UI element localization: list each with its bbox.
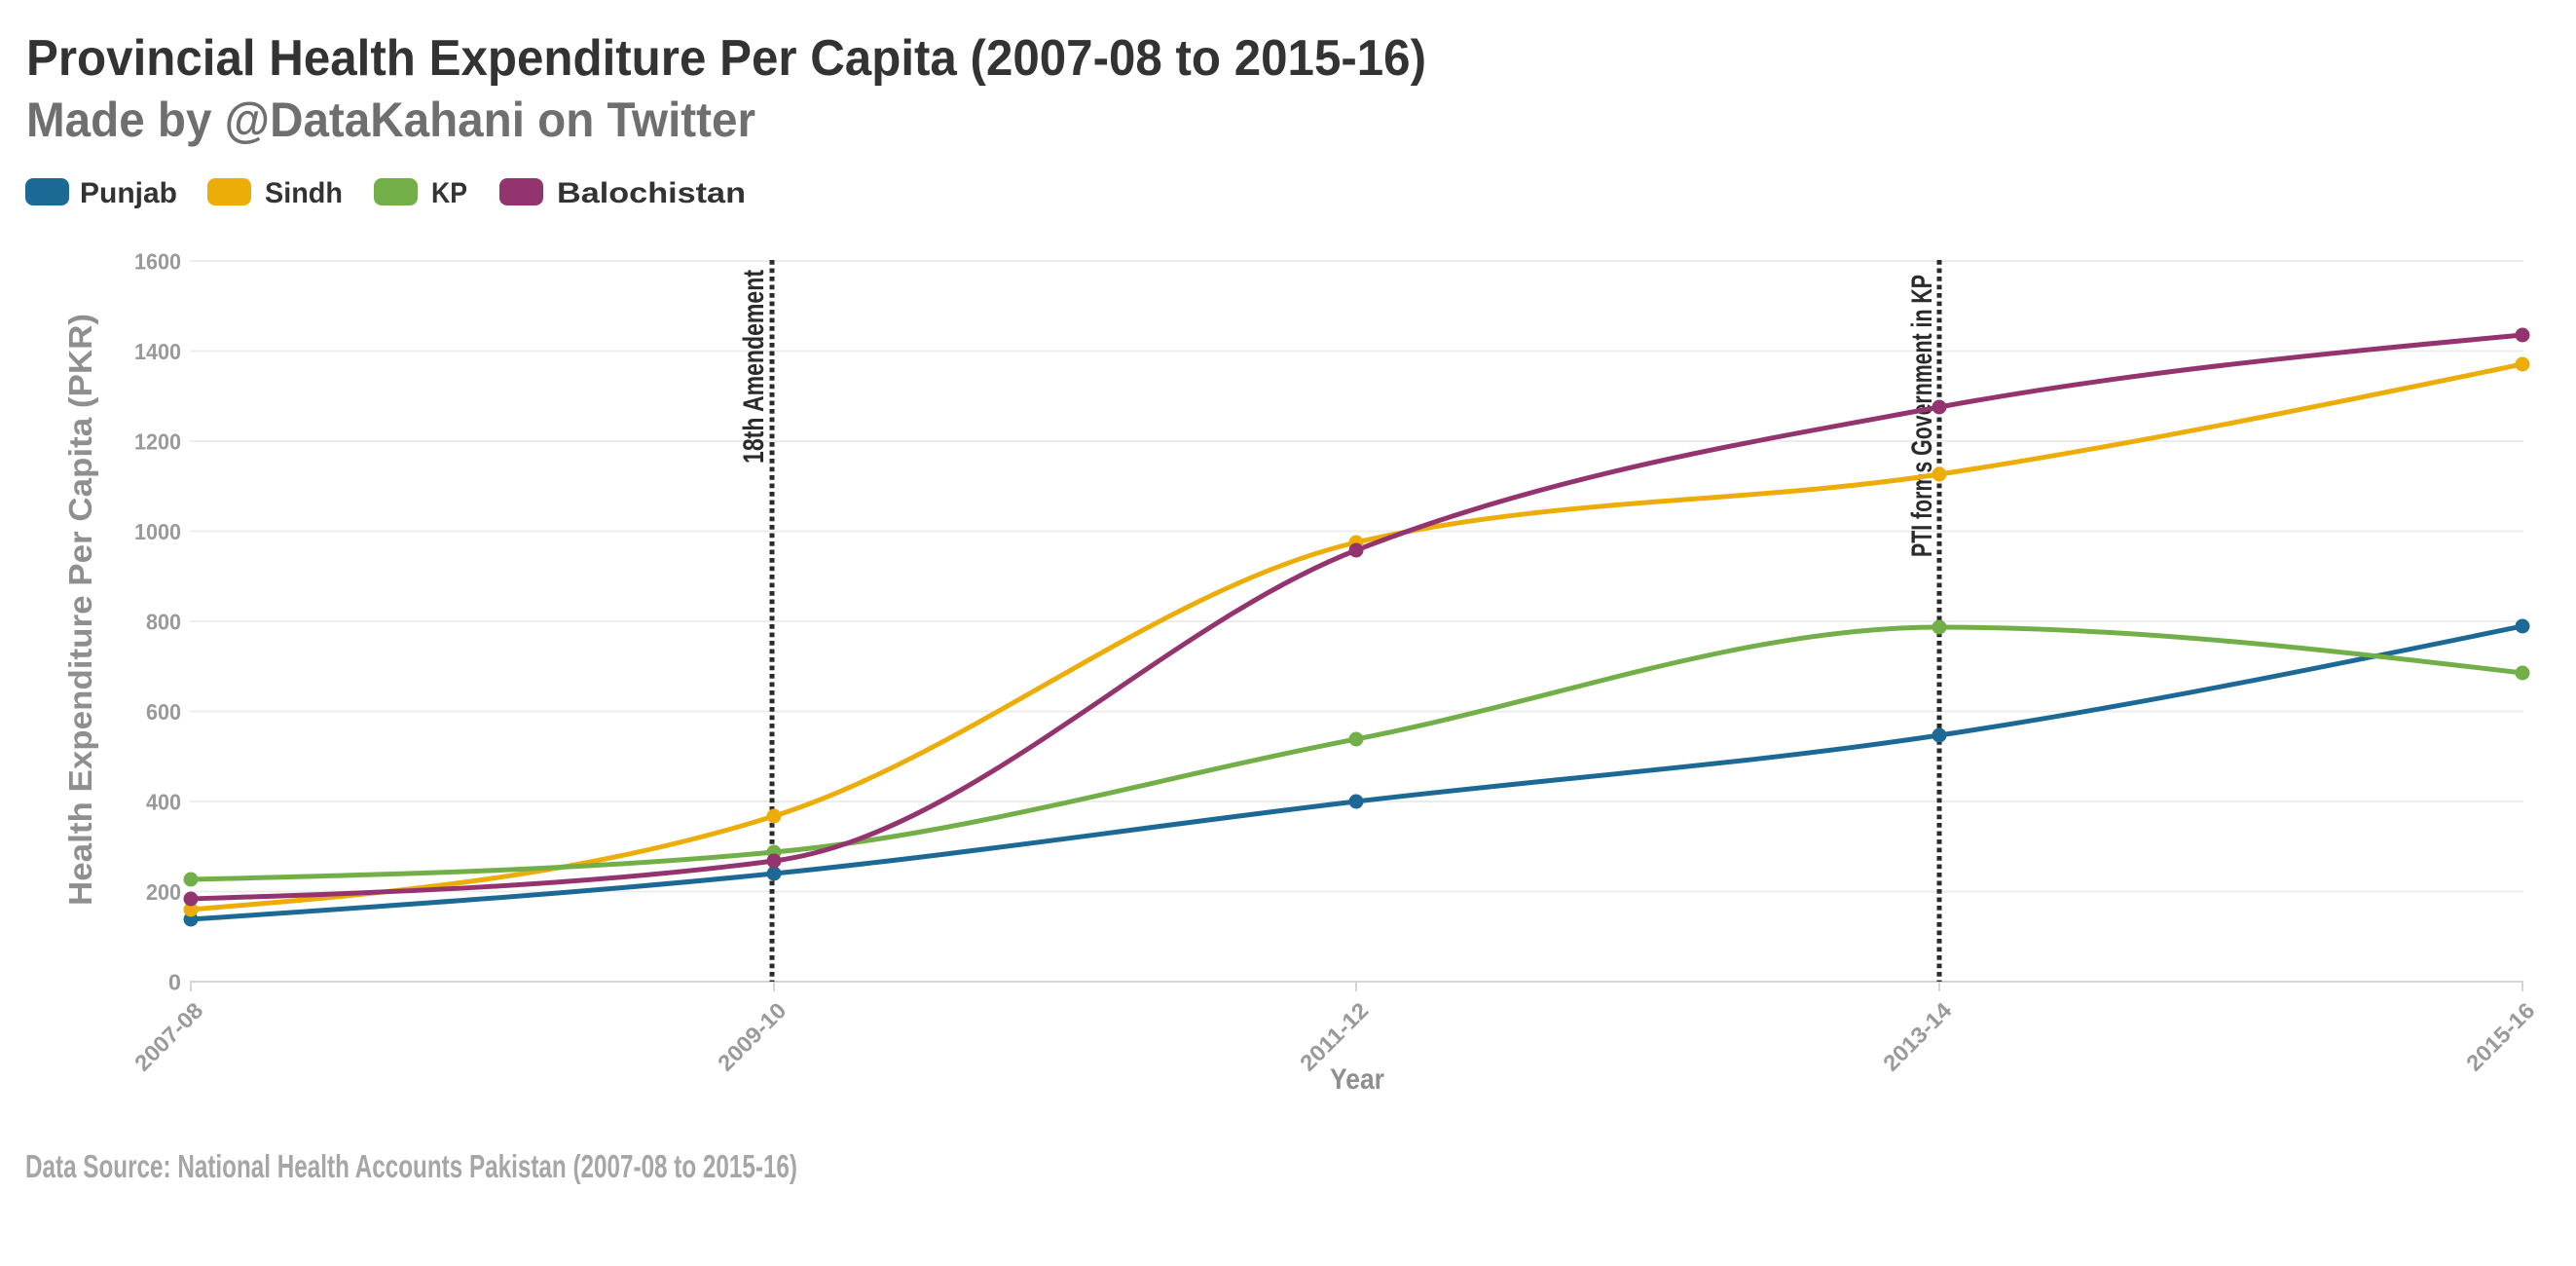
svg-text:600: 600: [146, 699, 181, 725]
svg-text:Sindh: Sindh: [265, 177, 343, 209]
svg-text:200: 200: [146, 879, 181, 905]
svg-text:Made by @DataKahani on Twitter: Made by @DataKahani on Twitter: [26, 93, 755, 147]
svg-text:0: 0: [168, 970, 181, 995]
svg-text:18th Amendement: 18th Amendement: [738, 270, 770, 464]
svg-text:Punjab: Punjab: [80, 177, 177, 209]
svg-text:Data Source: National Health A: Data Source: National Health Accounts Pa…: [25, 1148, 797, 1184]
svg-text:PTI forms Government in KP: PTI forms Government in KP: [1906, 275, 1938, 557]
svg-text:1000: 1000: [134, 519, 181, 544]
svg-text:800: 800: [146, 610, 181, 635]
svg-text:400: 400: [146, 790, 181, 815]
svg-text:Balochistan: Balochistan: [557, 177, 746, 209]
svg-text:Health Expenditure Per Capita: Health Expenditure Per Capita (PKR): [62, 314, 98, 906]
svg-text:Provincial Health Expenditure: Provincial Health Expenditure Per Capita…: [26, 30, 1426, 87]
svg-text:1200: 1200: [134, 429, 181, 455]
svg-text:KP: KP: [431, 177, 467, 209]
svg-text:1600: 1600: [134, 249, 181, 275]
svg-text:1400: 1400: [134, 339, 181, 364]
svg-text:Year: Year: [1330, 1063, 1384, 1096]
